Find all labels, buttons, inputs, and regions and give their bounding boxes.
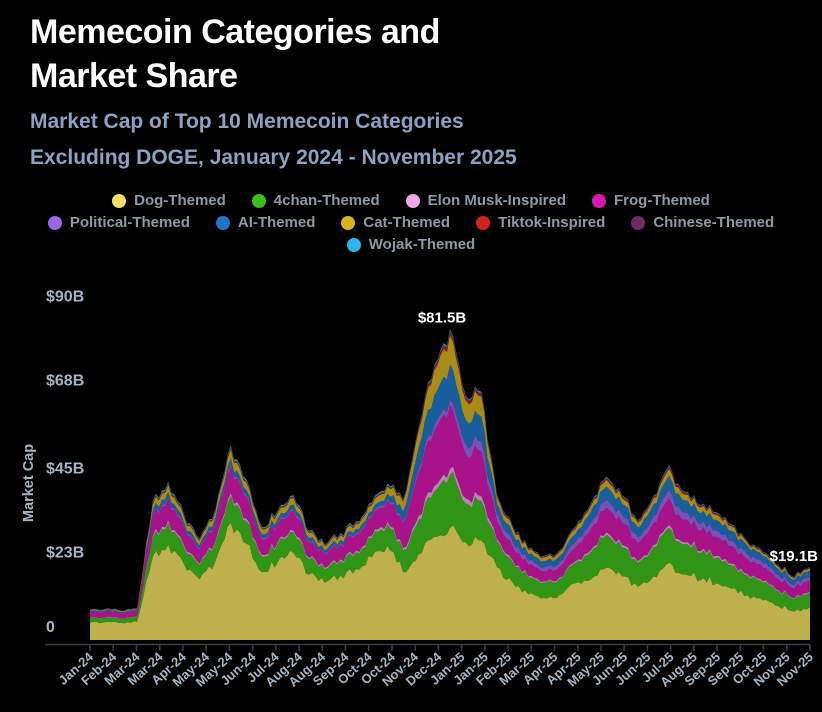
legend-row: Political-Themed AI-Themed Cat-Themed Tikto…	[47, 214, 774, 231]
annotation-19.1B: $19.1B	[770, 548, 819, 565]
y-tick-label: $45B	[46, 461, 84, 478]
legend-item-wojak-themed: Wojak-Themed	[346, 236, 476, 253]
legend-swatch-icon	[405, 193, 420, 208]
legend-swatch-icon	[631, 215, 646, 230]
legend-label: AI-Themed	[237, 214, 316, 231]
legend-item-political-themed: Political-Themed	[47, 214, 190, 231]
legend-swatch-icon	[346, 237, 361, 252]
chart-legend: Dog-Themed 4chan-Themed Elon Musk-Inspired…	[0, 192, 822, 253]
legend-item-cat-themed: Cat-Themed	[341, 214, 450, 231]
chart-subtitle-line2: Excluding DOGE, January 2024 - November …	[30, 146, 517, 169]
legend-swatch-icon	[341, 215, 356, 230]
legend-label: Dog-Themed	[134, 192, 226, 209]
legend-item-tiktok-inspired: Tiktok-Inspired	[476, 214, 605, 231]
legend-swatch-icon	[47, 215, 62, 230]
area-dog-themed	[90, 523, 810, 640]
legend-item-4chan-themed: 4chan-Themed	[251, 192, 380, 209]
legend-label: Wojak-Themed	[368, 236, 476, 253]
legend-label: Elon Musk-Inspired	[427, 192, 567, 209]
y-tick-label: 0	[46, 619, 55, 636]
page-title: Memecoin Categories and Market Share	[30, 10, 800, 98]
legend-swatch-icon	[112, 193, 127, 208]
legend-item-dog-themed: Dog-Themed	[112, 192, 226, 209]
page-title-line2: Market Share	[30, 57, 238, 95]
legend-row: Wojak-Themed	[346, 236, 476, 253]
chart-subtitle-line1: Market Cap of Top 10 Memecoin Categories	[30, 110, 464, 133]
chart-subtitle: Market Cap of Top 10 Memecoin Categories…	[30, 104, 800, 176]
area-frog-themed	[90, 405, 810, 619]
legend-item-elon-musk-inspired: Elon Musk-Inspired	[405, 192, 567, 209]
y-tick-label: $68B	[46, 373, 84, 390]
legend-label: 4chan-Themed	[273, 192, 380, 209]
legend-item-ai-themed: AI-Themed	[215, 214, 316, 231]
legend-item-chinese-themed: Chinese-Themed	[631, 214, 774, 231]
legend-label: Chinese-Themed	[653, 214, 775, 231]
y-axis-title: Market Cap	[21, 444, 37, 522]
area-ai-themed	[90, 364, 810, 614]
legend-item-frog-themed: Frog-Themed	[592, 192, 710, 209]
legend-label: Frog-Themed	[614, 192, 710, 209]
legend-label: Political-Themed	[69, 214, 190, 231]
legend-swatch-icon	[476, 215, 491, 230]
area-4chan-themed	[90, 472, 810, 624]
y-tick-label: $90B	[46, 289, 84, 306]
legend-row: Dog-Themed 4chan-Themed Elon Musk-Inspired…	[112, 192, 710, 209]
legend-swatch-icon	[215, 215, 230, 230]
legend-swatch-icon	[251, 193, 266, 208]
legend-swatch-icon	[592, 193, 607, 208]
legend-label: Tiktok-Inspired	[498, 214, 606, 231]
legend-label: Cat-Themed	[363, 214, 451, 231]
annotation-81.5B: $81.5B	[418, 309, 467, 326]
y-tick-label: $23B	[46, 545, 84, 562]
page-title-line1: Memecoin Categories and	[30, 13, 440, 51]
